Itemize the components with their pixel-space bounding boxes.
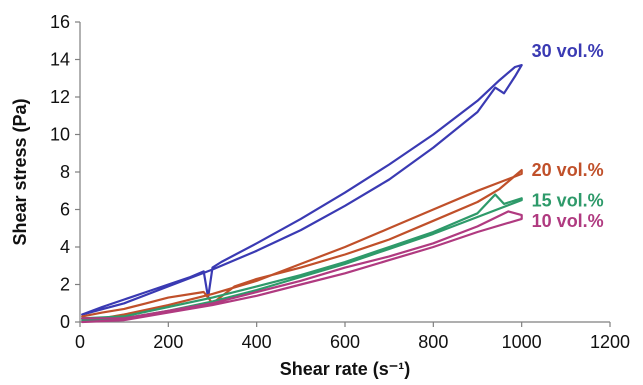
x-tick-label: 0 [75,332,85,352]
y-tick-label: 4 [60,237,70,257]
series-layer [81,63,523,324]
y-tick-label: 14 [50,50,70,70]
series-line-2 [81,169,523,320]
series-label-2: 20 vol.% [532,160,604,180]
y-tick-label: 16 [50,12,70,32]
series-label-1: 30 vol.% [532,41,604,61]
y-ticks: 0 2 4 6 8 10 12 14 16 [50,12,80,332]
y-axis-title: Shear stress (Pa) [10,98,30,245]
y-tick-label: 2 [60,275,70,295]
series-line-3 [81,193,523,322]
x-tick-label: 200 [153,332,183,352]
axes [79,22,610,323]
series-labels: 30 vol.% 20 vol.% 15 vol.%10 vol.% [532,41,604,231]
series-line-1 [81,63,523,316]
y-tick-label: 8 [60,162,70,182]
x-tick-label: 600 [330,332,360,352]
x-tick-label: 400 [242,332,272,352]
x-tick-label: 800 [418,332,448,352]
x-ticks: 0 200 400 600 800 1000 1200 [75,322,630,352]
y-tick-label: 12 [50,87,70,107]
y-tick-label: 6 [60,200,70,220]
series-label-3: 15 vol.% [532,190,604,210]
x-axis-title: Shear rate (s⁻¹) [280,359,411,379]
y-tick-label: 0 [60,312,70,332]
x-tick-label: 1200 [590,332,630,352]
series-line-4 [81,210,523,324]
x-tick-label: 1000 [502,332,542,352]
y-tick-label: 10 [50,125,70,145]
series-label-4: 10 vol.% [532,211,604,231]
